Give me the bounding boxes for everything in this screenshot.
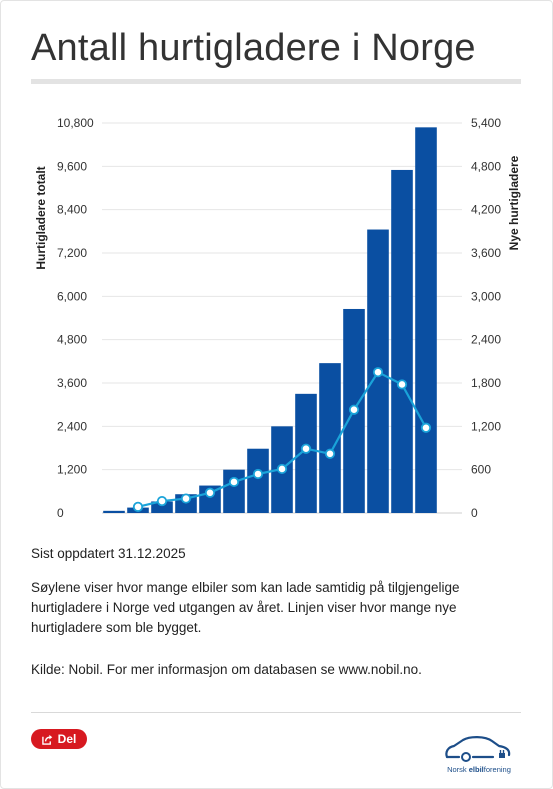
left-tick-label: 9,600 <box>57 159 87 173</box>
left-tick-label: 10,800 <box>57 116 94 130</box>
page-title: Antall hurtigladere i Norge <box>31 27 476 69</box>
left-tick-label: 3,600 <box>57 376 87 390</box>
updated-text: Sist oppdatert 31.12.2025 <box>31 546 186 561</box>
right-axis-title: Nye hurtigladere <box>507 155 521 250</box>
left-tick-label: 0 <box>57 506 64 520</box>
right-tick-label: 600 <box>471 463 491 477</box>
share-button[interactable]: Del <box>31 729 87 749</box>
right-tick-label: 5,400 <box>471 116 501 130</box>
left-tick-label: 8,400 <box>57 203 87 217</box>
line-point <box>300 443 312 454</box>
bar <box>247 448 269 513</box>
bar <box>391 169 413 513</box>
right-tick-label: 3,600 <box>471 246 501 260</box>
left-axis-title: Hurtigladere totalt <box>34 166 48 269</box>
right-tick-label: 2,400 <box>471 333 501 347</box>
norsk-elbilforening-logo: Norsk elbilforening <box>441 731 517 777</box>
description-text: Søylene viser hvor mange elbiler som kan… <box>31 580 460 635</box>
source-text: Kilde: Nobil. For mer informasjon om dat… <box>31 662 422 677</box>
line-point <box>204 487 216 498</box>
right-tick-label: 4,800 <box>471 159 501 173</box>
left-tick-label: 2,400 <box>57 419 87 433</box>
bar <box>199 485 221 513</box>
left-tick-label: 7,200 <box>57 246 87 260</box>
car-plug-logo <box>445 736 511 762</box>
line-point <box>252 468 264 480</box>
left-tick-label: 4,800 <box>57 333 87 347</box>
bar <box>151 501 173 513</box>
chart: 0 0 1,200 600 2,400 1,200 3,600 1,800 4,800 2,400… <box>34 116 521 520</box>
logo-text: Norsk elbilforening <box>441 765 517 774</box>
bar <box>223 469 245 513</box>
bar <box>415 127 437 513</box>
line-point <box>348 404 360 415</box>
line-point <box>372 367 384 378</box>
share-label: Del <box>57 732 77 746</box>
line-point <box>420 422 432 433</box>
bar <box>103 510 125 513</box>
logo-text-prefix: Norsk <box>447 765 469 774</box>
share-icon <box>41 734 52 745</box>
right-tick-label: 4,200 <box>471 203 501 217</box>
line-point <box>156 495 168 507</box>
logo-text-suffix: forening <box>483 765 511 774</box>
divider <box>31 712 521 713</box>
right-tick-label: 3,000 <box>471 289 501 303</box>
line-point <box>228 476 240 488</box>
line-point <box>324 448 336 459</box>
line-point <box>132 501 144 512</box>
right-tick-label: 0 <box>471 506 478 520</box>
line-point <box>396 379 408 390</box>
bar <box>319 363 341 513</box>
line-point <box>276 463 288 475</box>
right-tick-label: 1,800 <box>471 376 501 390</box>
line-point <box>180 493 192 504</box>
logo-text-bold: elbil <box>468 765 484 774</box>
title-underline <box>31 79 521 84</box>
left-tick-label: 1,200 <box>57 463 87 477</box>
right-tick-label: 1,200 <box>471 419 501 433</box>
left-tick-label: 6,000 <box>57 289 87 303</box>
